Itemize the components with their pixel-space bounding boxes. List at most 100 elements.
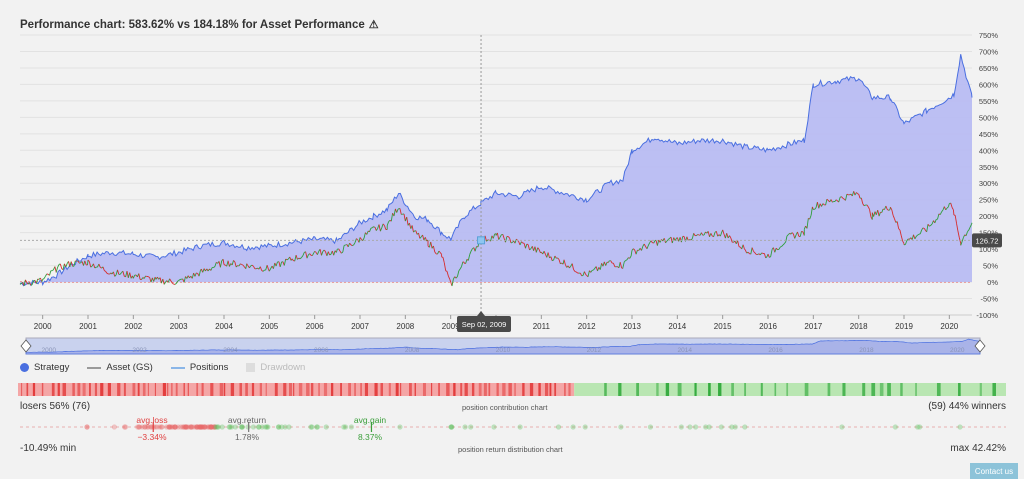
gain-dot xyxy=(213,424,219,430)
asset-segment xyxy=(653,240,656,244)
asset-segment xyxy=(595,266,598,272)
asset-segment xyxy=(358,237,361,243)
distribution-chart-caption: position return distribution chart xyxy=(458,445,563,454)
asset-segment xyxy=(709,233,712,237)
asset-segment xyxy=(379,227,383,232)
asset-segment xyxy=(782,243,785,246)
asset-segment xyxy=(291,258,294,261)
loss-dot xyxy=(199,424,206,430)
asset-segment xyxy=(167,278,171,283)
asset-segment xyxy=(757,253,760,255)
asset-segment xyxy=(890,206,893,211)
y-tick-label: -100% xyxy=(976,311,998,320)
asset-segment xyxy=(560,262,562,265)
loss-dot xyxy=(166,424,172,430)
asset-segment xyxy=(294,254,297,262)
gain-dot xyxy=(229,424,235,430)
asset-segment xyxy=(719,231,723,237)
asset-segment xyxy=(126,271,129,278)
asset-segment xyxy=(924,228,927,232)
loser-stripe xyxy=(32,383,36,396)
asset-segment xyxy=(968,226,971,231)
asset-segment xyxy=(462,261,465,263)
loss-dot xyxy=(193,424,200,430)
asset-segment xyxy=(722,229,725,235)
contact-us-button[interactable]: Contact us xyxy=(970,463,1018,479)
asset-segment xyxy=(342,245,345,253)
navigator-tick-label: 2008 xyxy=(405,347,420,354)
avg-gain-label: avg.gain xyxy=(353,415,387,425)
navigator-handle[interactable] xyxy=(974,339,986,353)
gain-dot xyxy=(219,424,225,430)
legend-drawdown[interactable]: Drawdown xyxy=(246,362,305,373)
asset-segment xyxy=(945,207,948,211)
loser-stripe xyxy=(431,383,433,396)
gain-dot xyxy=(618,424,624,430)
loser-stripe xyxy=(496,383,499,396)
asset-segment xyxy=(441,256,444,258)
warning-triangle-icon[interactable]: ⚠ xyxy=(368,19,379,31)
asset-segment xyxy=(690,238,693,241)
asset-segment xyxy=(388,219,391,223)
asset-segment xyxy=(275,261,278,267)
asset-segment xyxy=(114,274,117,277)
loss-dot xyxy=(158,424,164,430)
x-tick-label: 2007 xyxy=(351,322,369,331)
asset-segment xyxy=(459,266,462,270)
asset-segment xyxy=(593,268,596,271)
asset-segment xyxy=(106,272,109,275)
asset-segment xyxy=(867,206,870,210)
navigator-handle[interactable] xyxy=(20,339,32,353)
winner-stripe xyxy=(842,383,846,396)
asset-segment xyxy=(514,238,517,244)
asset-segment xyxy=(235,265,238,268)
asset-segment xyxy=(138,273,141,280)
x-tick-label: 2017 xyxy=(804,322,822,331)
loser-stripe xyxy=(166,383,169,396)
asset-segment xyxy=(896,221,900,229)
asset-segment xyxy=(183,276,186,283)
avg-loss-value: −3.34% xyxy=(137,432,167,442)
loss-dot xyxy=(182,424,188,430)
asset-segment xyxy=(529,248,532,251)
asset-segment xyxy=(917,233,920,236)
gain-dot xyxy=(279,424,285,430)
winner-stripe xyxy=(665,383,670,396)
distribution-chart xyxy=(20,422,1006,432)
legend-positions[interactable]: Positions xyxy=(170,362,228,373)
asset-segment xyxy=(129,272,132,279)
asset-segment xyxy=(298,257,301,260)
loser-stripe xyxy=(230,383,235,396)
asset-segment xyxy=(79,262,81,264)
gain-dot xyxy=(892,424,898,430)
gain-dot xyxy=(342,424,349,430)
loss-dot xyxy=(194,424,200,430)
legend-strategy[interactable]: Strategy xyxy=(20,362,69,373)
gain-dot xyxy=(265,424,271,430)
asset-segment xyxy=(877,209,880,217)
asset-segment xyxy=(432,245,436,253)
asset-segment xyxy=(174,283,177,285)
gain-dot xyxy=(570,424,576,430)
asset-segment xyxy=(856,192,859,195)
asset-segment xyxy=(486,239,489,242)
asset-segment xyxy=(422,234,425,241)
asset-segment xyxy=(289,256,292,261)
asset-segment xyxy=(818,203,821,209)
loss-dot xyxy=(170,424,176,430)
asset-segment xyxy=(961,237,964,242)
loser-stripe xyxy=(388,383,391,396)
asset-segment xyxy=(579,272,583,277)
loss-dot xyxy=(163,424,170,430)
asset-segment xyxy=(888,209,891,211)
asset-segment xyxy=(558,259,561,264)
asset-segment xyxy=(670,237,673,244)
asset-segment xyxy=(378,224,381,232)
loss-dot xyxy=(208,424,214,430)
legend-asset[interactable]: Asset (GS) xyxy=(87,362,153,373)
asset-segment xyxy=(439,252,442,255)
asset-segment xyxy=(608,260,610,263)
asset-segment xyxy=(316,251,320,255)
asset-segment xyxy=(960,241,963,246)
